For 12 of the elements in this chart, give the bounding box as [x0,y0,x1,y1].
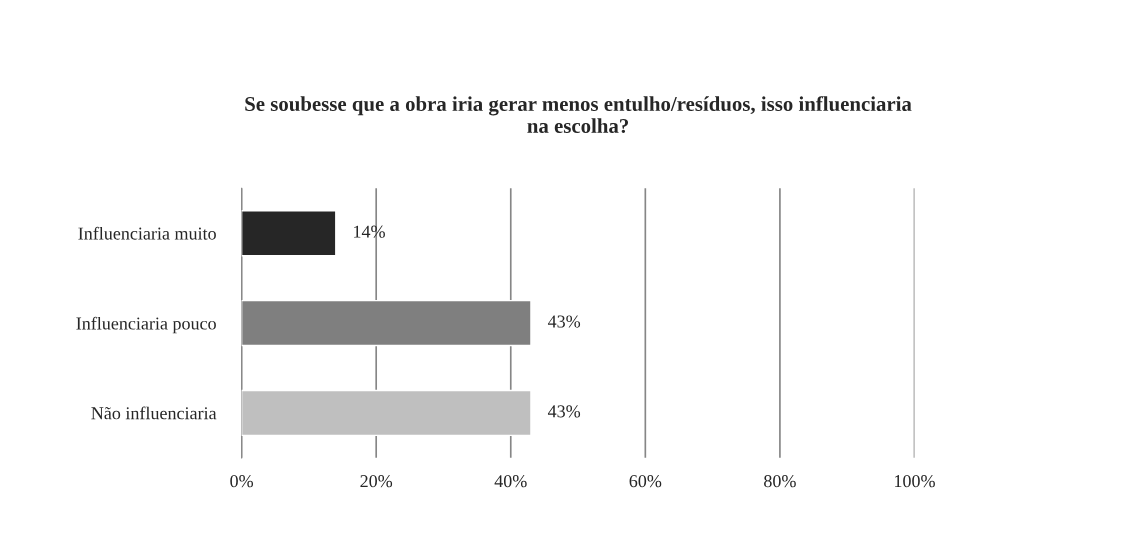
x-tick-label: 0% [230,475,254,488]
x-tick-label: 20% [360,475,393,488]
data-label: 43% [547,405,581,418]
y-tick-label: Não influenciaria [91,406,217,420]
x-tick-label: 100% [895,475,935,488]
y-tick-label: Influenciaria pouco [76,316,216,334]
data-label: 43% [547,315,581,328]
x-tick-label: 60% [629,475,662,488]
chart-title: Se soubesse que a obra iria gerar menos entulho/resíduos, isso influenciaria na escolha? [245,96,912,134]
x-tick-label: 80% [764,475,796,488]
x-tick-label: 40% [494,475,527,488]
y-tick-label: Influenciaria muito [78,226,216,240]
